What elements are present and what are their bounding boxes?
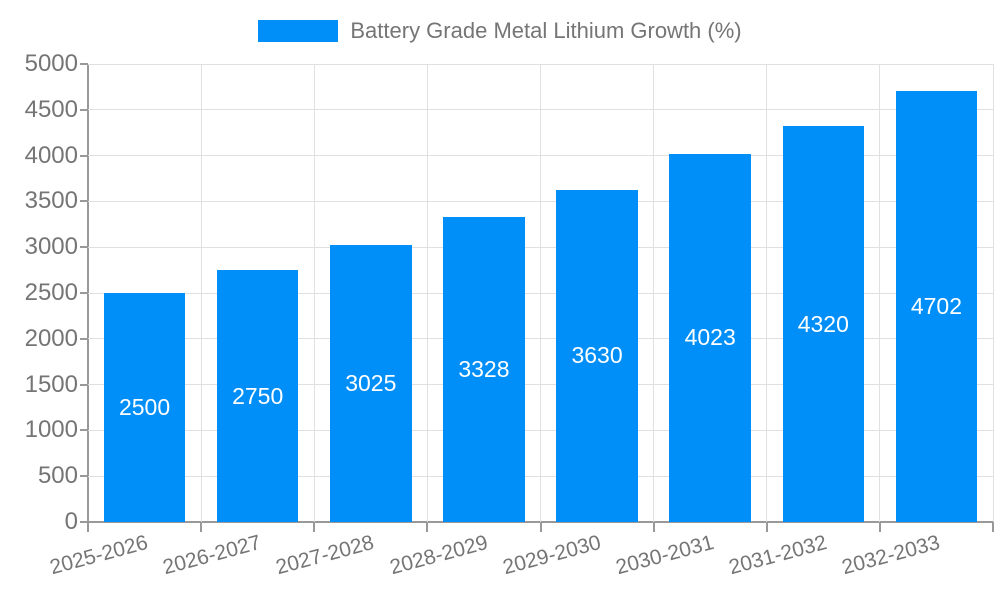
bar-value-label: 3025 <box>345 369 397 396</box>
bar-value-label: 2500 <box>118 394 171 420</box>
grid-line-vertical <box>200 64 202 522</box>
y-axis-tick <box>80 383 88 386</box>
x-axis-tick <box>200 522 203 532</box>
bar-value-label: 2750 <box>232 382 284 409</box>
x-axis-tick-label: 2030-2031 <box>613 531 717 580</box>
grid-line-vertical <box>540 64 541 522</box>
y-axis-tick <box>80 429 88 432</box>
bar[interactable]: 4023 <box>669 153 751 522</box>
y-axis-tick <box>80 337 88 340</box>
y-axis-tick-label: 2000 <box>24 324 78 352</box>
x-axis-tick <box>765 522 768 532</box>
y-axis-tick <box>80 154 88 157</box>
x-axis-tick <box>992 522 994 532</box>
grid-line-vertical <box>313 64 315 522</box>
bar-value-label: 4702 <box>910 293 962 320</box>
y-axis-tick <box>80 63 88 65</box>
grid-line-vertical <box>766 64 768 522</box>
x-axis-tick-label: 2027-2028 <box>273 531 377 580</box>
x-axis-tick-label: 2026-2027 <box>160 531 264 580</box>
bar-value-label: 3328 <box>458 356 510 383</box>
legend[interactable]: Battery Grade Metal Lithium Growth (%) <box>0 18 1000 44</box>
y-axis-tick-label: 4000 <box>24 141 78 169</box>
grid-line-vertical <box>653 64 655 522</box>
plot-area: 2500 2750 3025 3328 3630 4023 4320 4702 <box>80 63 994 532</box>
legend-label: Battery Grade Metal Lithium Growth (%) <box>350 18 742 43</box>
y-axis-tick-label: 1500 <box>24 370 78 398</box>
y-axis-tick <box>80 475 88 478</box>
y-axis-tick-label: 500 <box>37 462 78 490</box>
y-axis-tick <box>80 246 88 249</box>
bar-value-label: 3630 <box>571 342 623 369</box>
y-axis-tick <box>80 200 88 203</box>
bar[interactable]: 3630 <box>556 189 638 522</box>
grid-line-vertical <box>992 64 994 522</box>
y-axis-tick-label: 2500 <box>24 279 78 306</box>
bar[interactable]: 2750 <box>216 270 299 522</box>
bar-value-label: 4320 <box>797 310 849 337</box>
y-axis-tick-label: 5000 <box>24 50 78 77</box>
y-axis-tick-label: 4500 <box>24 95 78 123</box>
x-axis-tick-label: 2029-2030 <box>500 531 604 580</box>
bar[interactable]: 4320 <box>782 126 865 522</box>
grid-line-vertical <box>426 64 428 522</box>
y-axis-tick-label: 0 <box>64 508 78 535</box>
x-axis-tick-label: 2028-2029 <box>386 531 490 580</box>
bar[interactable]: 3025 <box>330 244 412 522</box>
y-axis-tick <box>80 292 88 294</box>
x-axis-tick <box>87 522 89 532</box>
y-axis-tick-label: 3000 <box>24 233 78 261</box>
y-axis-tick-label: 1000 <box>24 416 78 444</box>
bar-value-label: 4023 <box>684 324 736 351</box>
x-axis-tick <box>313 522 316 532</box>
x-axis-tick-label: 2031-2032 <box>726 531 830 580</box>
x-axis-tick <box>652 522 655 532</box>
y-axis-tick <box>80 108 88 111</box>
x-axis-tick <box>426 522 429 532</box>
x-axis-tick-label: 2025-2026 <box>47 531 151 580</box>
x-axis-tick <box>539 522 542 532</box>
legend-swatch[interactable] <box>258 20 339 42</box>
bar[interactable]: 4702 <box>895 91 978 522</box>
grid-line-vertical <box>879 64 881 522</box>
bar[interactable]: 3328 <box>443 217 525 522</box>
x-axis-tick-label: 2032-2033 <box>839 531 943 580</box>
x-axis-tick <box>878 522 881 532</box>
bar[interactable]: 2500 <box>103 293 186 522</box>
y-axis-tick <box>80 521 88 523</box>
y-axis-tick-label: 3500 <box>24 187 78 215</box>
